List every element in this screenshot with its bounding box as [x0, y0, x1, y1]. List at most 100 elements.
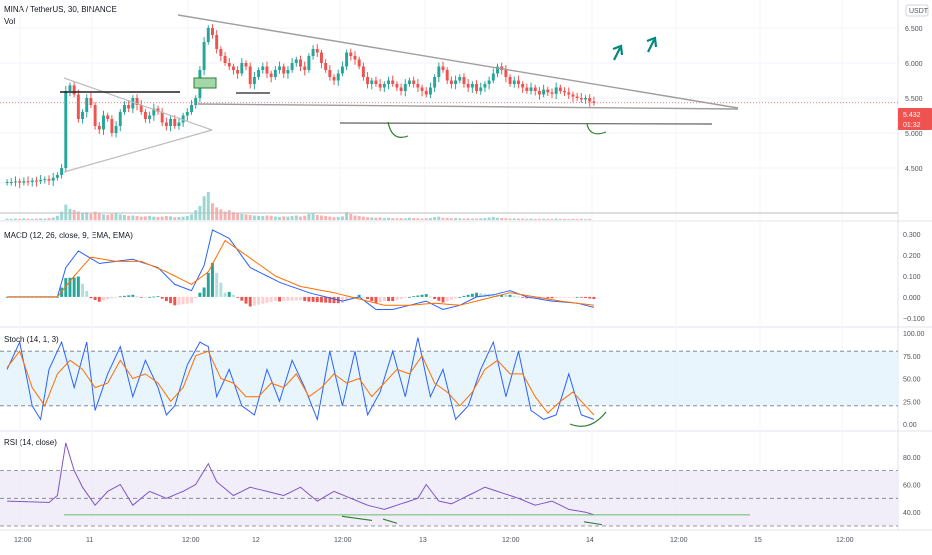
candle-body	[122, 105, 126, 112]
price-tick-label: 5.000	[905, 131, 923, 138]
time-tick-label: 11	[86, 537, 93, 544]
candle-body	[72, 85, 76, 95]
macd-histogram-bar	[512, 295, 516, 297]
volume-bar	[173, 217, 177, 220]
macd-histogram-bar	[131, 294, 135, 297]
candle-body	[236, 70, 240, 74]
candle-body	[257, 70, 261, 77]
macd-histogram-bar	[106, 296, 110, 300]
candle-body	[18, 181, 22, 183]
macd-histogram-bar	[244, 296, 248, 304]
volume-bar	[374, 217, 378, 220]
macd-histogram-bar	[378, 296, 382, 303]
macd-histogram-bar	[391, 296, 395, 302]
time-tick-label: 12:00	[182, 537, 200, 544]
candle-body	[60, 168, 64, 175]
macd-histogram-bar	[575, 296, 579, 298]
lower-support-line	[339, 122, 713, 125]
candle-body	[395, 84, 399, 88]
signal-line	[7, 239, 594, 306]
currency-badge[interactable]	[905, 4, 929, 17]
macd-tick-label: 0.100	[903, 274, 921, 281]
macd-histogram-bar	[143, 296, 147, 298]
macd-histogram-bar	[211, 262, 214, 297]
volume-bar	[47, 218, 51, 220]
stoch-tick-label: 25.00	[903, 399, 921, 406]
macd-histogram-bar	[148, 296, 152, 298]
macd-histogram-bar	[85, 290, 89, 297]
macd-title: MACD (12, 26, close, 9, EMA, EMA)	[4, 231, 133, 240]
candle-body	[563, 91, 567, 93]
stoch-d-line	[6, 350, 595, 416]
macd-histogram-bar	[491, 294, 495, 297]
volume-bar	[72, 210, 76, 220]
volume-bar	[169, 216, 173, 220]
macd-histogram-bar	[252, 296, 256, 306]
macd-histogram-bar	[127, 295, 131, 297]
volume-bar	[156, 216, 160, 220]
candle-body	[437, 66, 441, 77]
volume-bar	[311, 213, 315, 220]
candle-body	[466, 84, 470, 88]
candle-body	[102, 115, 105, 130]
macd-histogram-bar	[475, 292, 479, 297]
volume-bar	[449, 218, 453, 220]
candle-body	[299, 59, 302, 67]
macd-histogram-bar	[269, 296, 273, 302]
volume-bar	[454, 218, 458, 220]
volume-bar	[231, 212, 235, 220]
candle-body	[248, 66, 252, 84]
stoch-k-line	[6, 337, 595, 422]
macd-histogram-bar	[428, 296, 432, 298]
candle-body	[340, 66, 344, 74]
candle-body	[148, 115, 152, 119]
candle-body	[194, 98, 198, 105]
candle-body	[470, 84, 474, 88]
volume-bar	[571, 218, 575, 220]
volume-bar	[110, 213, 114, 220]
macd-histogram-bar	[72, 277, 76, 297]
candle-body	[9, 182, 13, 183]
rsi-tick-label: 80.00	[903, 455, 921, 462]
volume-bar	[9, 218, 13, 220]
macd-histogram-bar	[382, 296, 386, 302]
candle-body	[462, 77, 466, 84]
macd-histogram-bar	[458, 296, 462, 298]
macd-histogram-bar	[504, 294, 508, 297]
volume-bar	[558, 218, 562, 220]
up-arrow-head-icon	[612, 44, 624, 56]
volume-bar	[14, 218, 17, 220]
volume-bar	[139, 216, 143, 220]
candle-body	[349, 52, 353, 56]
candle-body	[521, 84, 525, 88]
macd-histogram-bar	[588, 296, 592, 299]
volume-bar	[357, 216, 361, 220]
candle-body	[85, 98, 89, 112]
price-tick-label: 6.500	[905, 26, 923, 33]
indicator-lines	[6, 229, 595, 516]
candle-body	[110, 119, 114, 133]
volume-bar	[516, 218, 520, 220]
candle-body	[34, 180, 38, 182]
macd-histogram-bar	[248, 296, 252, 307]
volume-bar	[114, 213, 118, 220]
candle-body	[89, 98, 93, 105]
volume-bar	[378, 217, 382, 220]
volume-bar	[307, 213, 311, 220]
volume-bar	[428, 218, 432, 220]
candle-body	[164, 122, 168, 126]
macd-histogram-bar	[294, 296, 298, 301]
volume-bar	[340, 216, 344, 220]
candle-body	[424, 91, 428, 95]
candle-body	[55, 175, 59, 178]
candle-body	[64, 91, 68, 168]
candle-body	[282, 66, 286, 74]
candle-body	[558, 87, 562, 91]
user-drawings[interactable]	[0, 14, 898, 526]
candle-body	[382, 84, 386, 88]
volume-bar	[483, 218, 487, 220]
candle-body	[278, 66, 282, 70]
volume-bar	[319, 215, 323, 220]
